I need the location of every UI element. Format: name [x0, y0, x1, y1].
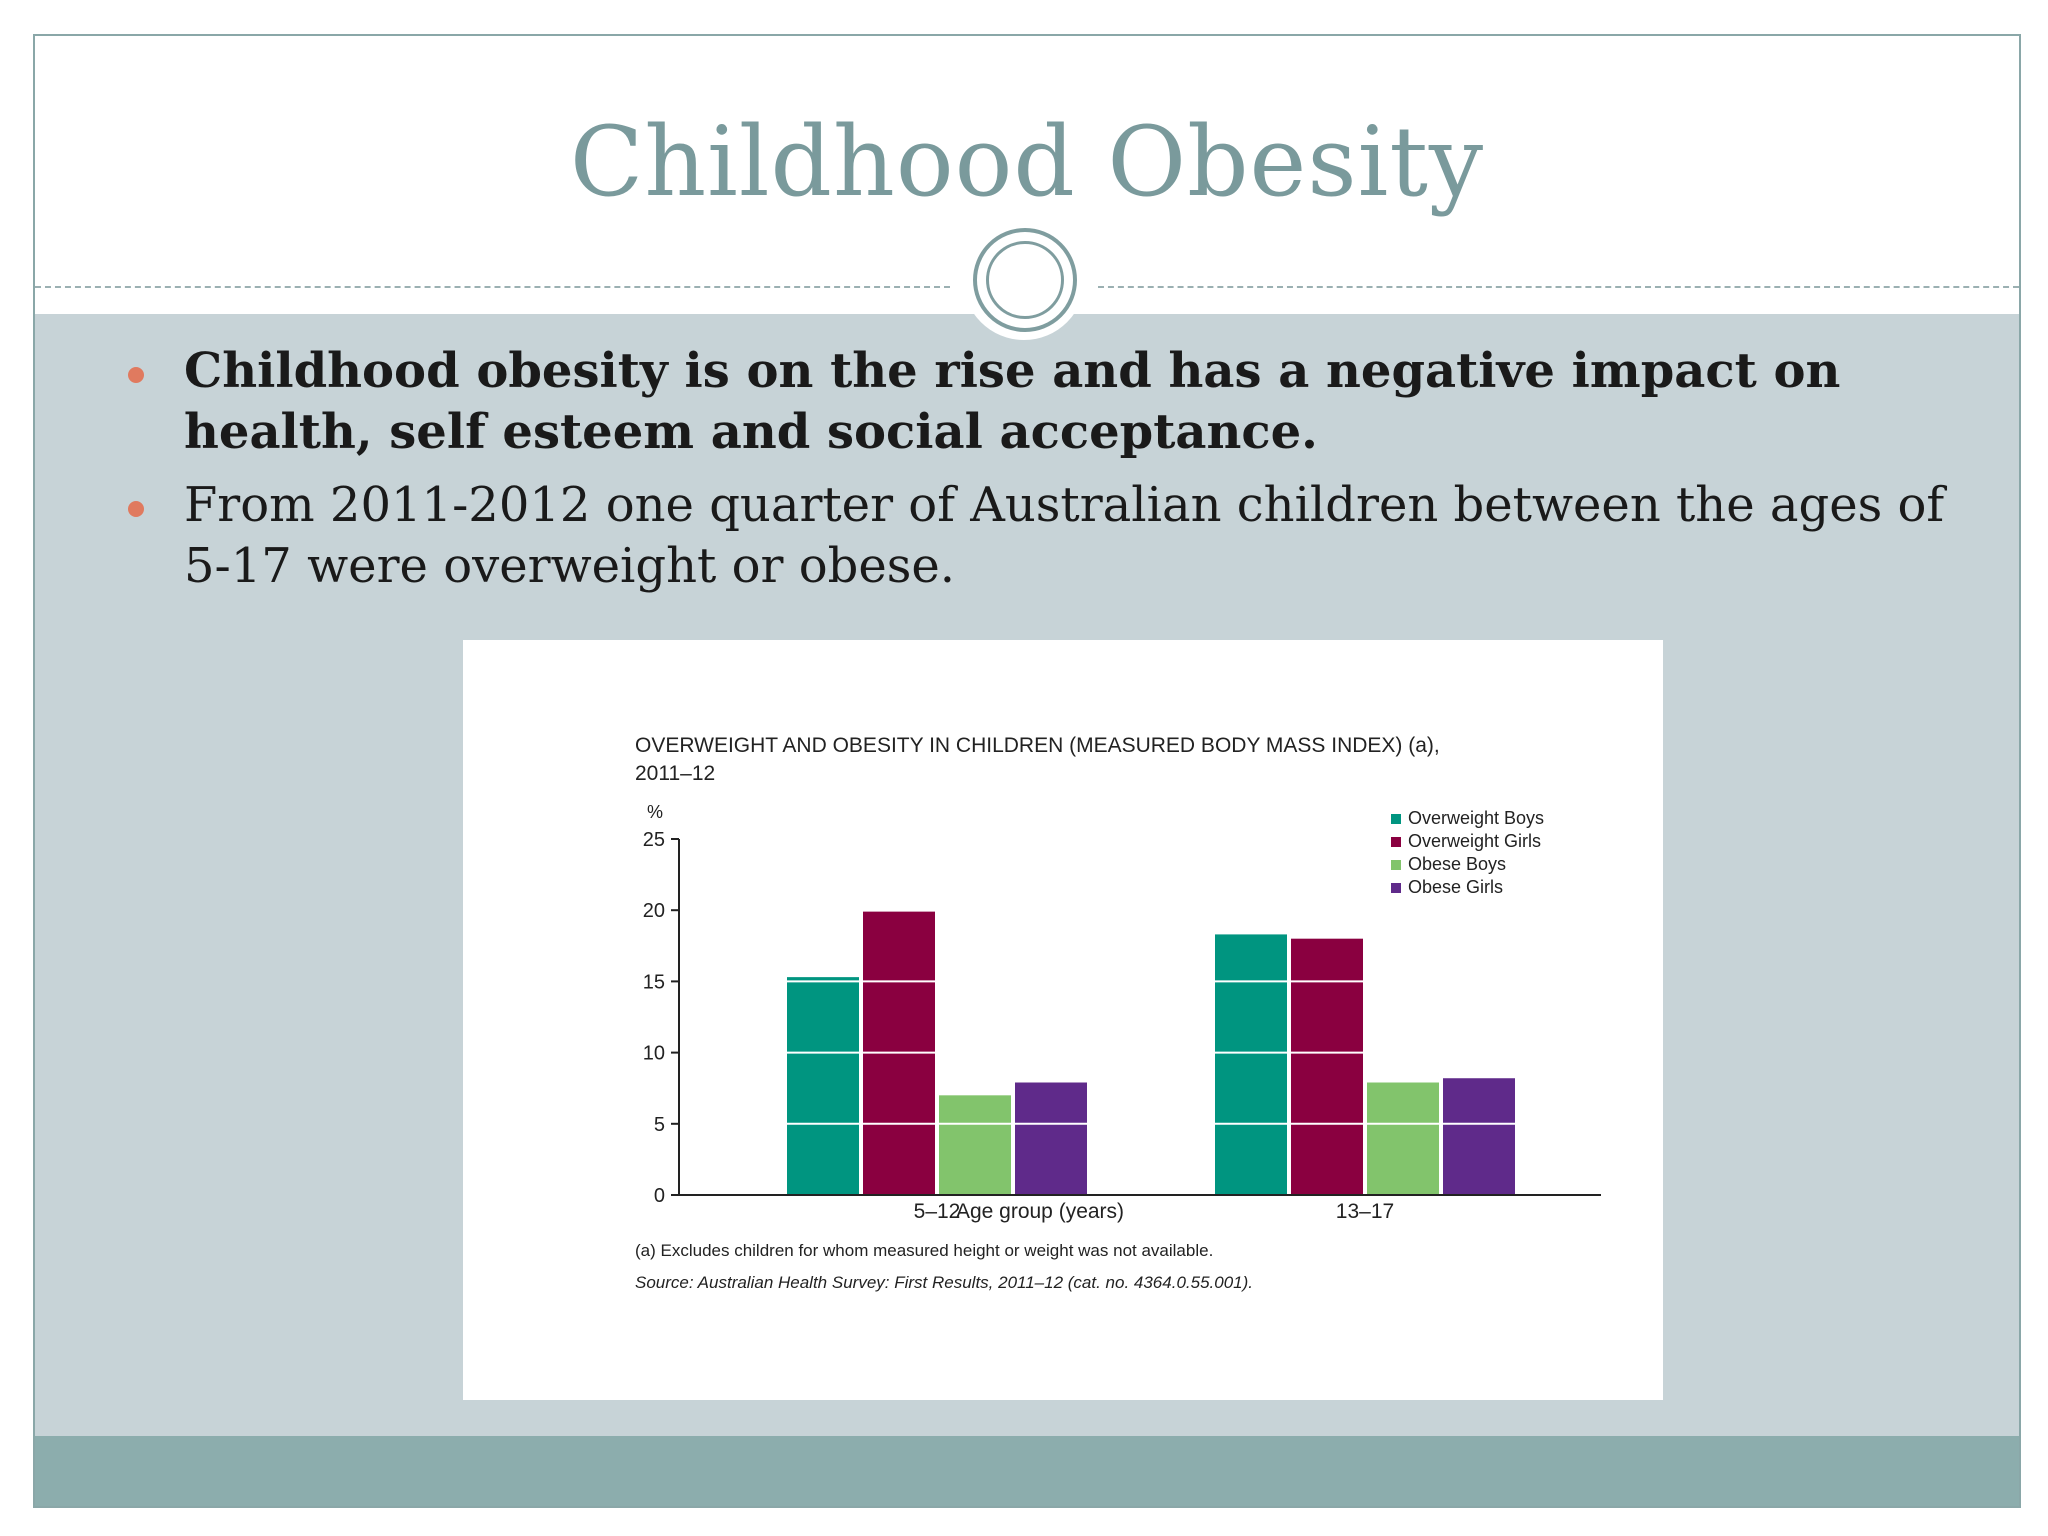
chart-title-line1: OVERWEIGHT AND OBESITY IN CHILDREN (MEAS…	[635, 734, 1440, 757]
legend-label: Overweight Boys	[1408, 808, 1544, 828]
y-tick-label: 0	[654, 1185, 665, 1207]
bar-overweight-boys-1	[1215, 934, 1287, 1195]
bullet-text: From 2011-2012 one quarter of Australian…	[184, 477, 1945, 594]
y-tick-label: 10	[643, 1043, 665, 1065]
y-tick-label: 25	[643, 829, 665, 851]
footer-bar	[35, 1436, 2019, 1506]
legend-swatch	[1391, 814, 1401, 824]
circle-emblem-inner-ring	[986, 241, 1064, 319]
legend-swatch	[1391, 837, 1401, 847]
bar-chart: OVERWEIGHT AND OBESITY IN CHILDREN (MEAS…	[635, 734, 1601, 1292]
y-tick-label: 20	[643, 900, 665, 922]
legend-swatch	[1391, 883, 1401, 893]
bar-overweight-girls-1	[1291, 938, 1363, 1195]
bullet-item: From 2011-2012 one quarter of Australian…	[93, 475, 1993, 597]
slide-title: Childhood Obesity	[569, 106, 1485, 218]
x-category-label: 5–12	[914, 1200, 961, 1223]
y-tick-label: 5	[654, 1114, 665, 1136]
bar-obese-girls-0	[1015, 1082, 1087, 1195]
x-category-label: 13–17	[1336, 1200, 1394, 1223]
bar-obese-boys-1	[1367, 1082, 1439, 1195]
chart-title-line2: 2011–12	[635, 762, 715, 785]
y-tick-label: 15	[643, 971, 665, 993]
legend-label: Obese Boys	[1408, 854, 1506, 874]
title-divider-right	[1098, 286, 2019, 288]
x-axis-label: Age group (years)	[956, 1200, 1124, 1223]
legend-swatch	[1391, 860, 1401, 870]
bullet-list: Childhood obesity is on the rise and has…	[93, 341, 1993, 597]
y-axis-unit: %	[647, 802, 663, 822]
bullet-text: Childhood obesity is on the rise and has…	[184, 343, 1841, 460]
chart-footnote: (a) Excludes children for whom measured …	[635, 1241, 1213, 1260]
bar-overweight-boys-0	[787, 977, 859, 1195]
bullet-dot-icon	[128, 367, 144, 383]
chart-source: Source: Australian Health Survey: First …	[635, 1273, 1253, 1292]
bullet-dot-icon	[128, 501, 144, 517]
bar-obese-girls-1	[1443, 1078, 1515, 1195]
legend-label: Obese Girls	[1408, 877, 1503, 897]
legend-label: Overweight Girls	[1408, 831, 1541, 851]
bar-obese-boys-0	[939, 1095, 1011, 1195]
slide: Childhood Obesity Childhood obesity is o…	[33, 34, 2021, 1508]
bullet-item: Childhood obesity is on the rise and has…	[93, 341, 1993, 463]
chart-image: OVERWEIGHT AND OBESITY IN CHILDREN (MEAS…	[463, 640, 1663, 1400]
title-divider-left	[35, 286, 950, 288]
